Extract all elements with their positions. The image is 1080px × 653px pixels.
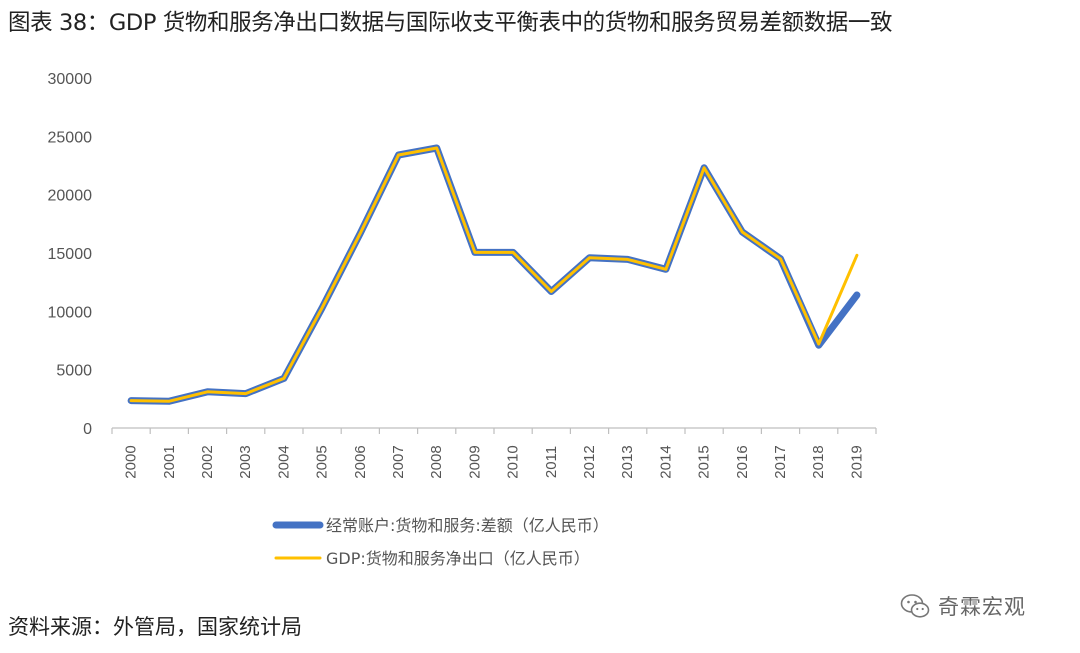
x-tick-label: 2011 (543, 446, 560, 478)
x-tick-label: 2013 (619, 445, 636, 478)
x-tick-label: 2016 (734, 445, 751, 478)
x-tick-label: 2019 (848, 445, 865, 478)
x-tick-label: 2018 (810, 445, 827, 478)
y-tick-label: 15000 (48, 246, 93, 263)
x-tick-label: 2004 (275, 445, 292, 478)
x-tick-label: 2000 (123, 445, 140, 478)
x-tick-label: 2007 (390, 445, 407, 478)
series-line-2 (129, 146, 859, 403)
x-tick-label: 2009 (466, 445, 483, 478)
y-tick-label: 30000 (48, 71, 93, 88)
watermark-text: 奇霖宏观 (938, 595, 1026, 619)
figure-title: 图表 38：GDP 货物和服务净出口数据与国际收支平衡表中的货物和服务贸易差额数… (8, 10, 893, 36)
series-line-1 (127, 144, 861, 405)
x-tick-label: 2017 (772, 445, 789, 478)
y-axis-ticks: 0 5000 10000 15000 20000 25000 30000 (48, 71, 93, 438)
x-tick-label: 2014 (657, 445, 674, 478)
x-tick-label: 2003 (237, 445, 254, 478)
wechat-icon (900, 594, 930, 618)
x-tick-label: 2015 (696, 445, 713, 478)
source-note: 资料来源：外管局，国家统计局 (8, 615, 302, 639)
watermark: 奇霖宏观 (900, 586, 1026, 626)
y-tick-label: 20000 (48, 188, 93, 205)
x-tick-label: 2005 (314, 445, 331, 478)
legend-label-2: GDP:货物和服务净出口（亿人民币） (326, 549, 590, 568)
y-tick-label: 25000 (48, 129, 93, 146)
x-tick-label: 2010 (505, 445, 522, 478)
x-tick-label: 2006 (352, 445, 369, 478)
legend: 经常账户:货物和服务:差额（亿人民币） GDP:货物和服务净出口（亿人民币） (272, 516, 609, 568)
series-lines (127, 144, 861, 405)
y-tick-label: 0 (83, 421, 92, 438)
y-tick-label: 5000 (56, 363, 92, 380)
legend-label-1: 经常账户:货物和服务:差额（亿人民币） (326, 516, 609, 535)
x-tick-label: 2002 (199, 445, 216, 478)
y-tick-label: 10000 (48, 304, 93, 321)
x-tick-label: 2001 (161, 445, 178, 478)
x-tick-label: 2008 (428, 445, 445, 478)
x-tick-label: 2012 (581, 445, 598, 478)
x-axis: 2000 2001 2002 2003 2004 2005 2006 2007 2008 2009… (111, 427, 877, 479)
